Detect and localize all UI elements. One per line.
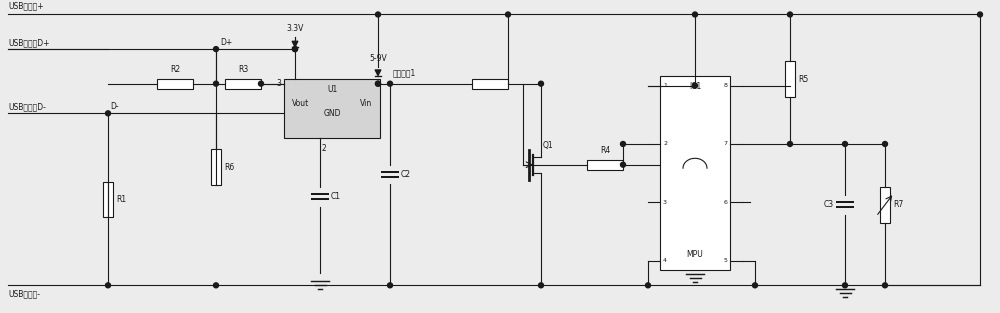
Text: 6: 6 (723, 200, 727, 205)
Text: USB数据线D+: USB数据线D+ (8, 38, 50, 47)
Bar (157, 79, 193, 89)
Text: D-: D- (110, 102, 119, 111)
Circle shape (376, 12, 380, 17)
Bar (880, 187, 890, 223)
Text: 1: 1 (663, 83, 667, 88)
Text: R7: R7 (893, 200, 903, 209)
Circle shape (620, 141, 626, 146)
Circle shape (214, 81, 218, 86)
Bar (211, 149, 221, 185)
Text: 5: 5 (723, 258, 727, 263)
Text: Vin: Vin (360, 99, 372, 108)
Circle shape (692, 12, 698, 17)
Polygon shape (375, 70, 381, 76)
Text: D+: D+ (220, 38, 232, 47)
Text: R3: R3 (238, 65, 248, 74)
Text: USB负极线-: USB负极线- (8, 289, 40, 298)
Text: MPU: MPU (687, 250, 703, 259)
Circle shape (842, 283, 848, 288)
Bar (587, 160, 623, 170)
Circle shape (788, 12, 792, 17)
Text: 3: 3 (663, 200, 667, 205)
Bar (284, 79, 380, 138)
Text: 3: 3 (276, 79, 281, 88)
Bar (472, 79, 508, 89)
Text: USB正极线+: USB正极线+ (8, 2, 44, 11)
Text: IC1: IC1 (689, 82, 701, 91)
Bar (103, 182, 113, 217)
Circle shape (106, 283, 110, 288)
Text: 2: 2 (663, 141, 667, 146)
Text: 7: 7 (723, 141, 727, 146)
Circle shape (646, 283, 650, 288)
Text: C3: C3 (824, 200, 834, 209)
Circle shape (214, 283, 218, 288)
Text: GND: GND (323, 109, 341, 118)
Text: Q1: Q1 (543, 141, 554, 150)
Text: Vout: Vout (292, 99, 309, 108)
Text: USB数据线D-: USB数据线D- (8, 102, 46, 111)
Text: R2: R2 (170, 65, 180, 74)
Circle shape (388, 81, 392, 86)
Circle shape (788, 141, 792, 146)
Circle shape (506, 12, 511, 17)
Circle shape (106, 111, 110, 116)
Bar (225, 79, 261, 89)
Text: R1: R1 (116, 195, 126, 204)
Circle shape (258, 81, 264, 86)
Text: 5-9V: 5-9V (369, 54, 387, 63)
Text: R5: R5 (798, 75, 808, 84)
Bar (660, 76, 730, 270)
Circle shape (376, 81, 380, 86)
Circle shape (883, 141, 888, 146)
Circle shape (214, 47, 218, 52)
Text: 4: 4 (663, 258, 667, 263)
Circle shape (376, 81, 380, 86)
Circle shape (538, 283, 544, 288)
Circle shape (883, 283, 888, 288)
Circle shape (538, 81, 544, 86)
Text: 3.3V: 3.3V (286, 24, 304, 33)
Text: U1: U1 (327, 85, 337, 94)
Circle shape (692, 83, 698, 88)
Circle shape (292, 47, 298, 52)
Text: R6: R6 (224, 163, 234, 172)
Polygon shape (292, 41, 298, 47)
Bar (785, 61, 795, 97)
Circle shape (978, 12, 982, 17)
Circle shape (753, 283, 758, 288)
Text: 2: 2 (322, 144, 327, 153)
Circle shape (388, 283, 392, 288)
Circle shape (842, 141, 848, 146)
Circle shape (620, 162, 626, 167)
Text: 发热负极1: 发热负极1 (393, 69, 416, 78)
Text: C2: C2 (401, 170, 411, 179)
Text: 8: 8 (723, 83, 727, 88)
Text: R4: R4 (600, 146, 610, 155)
Circle shape (292, 47, 298, 52)
Text: C1: C1 (331, 192, 341, 201)
